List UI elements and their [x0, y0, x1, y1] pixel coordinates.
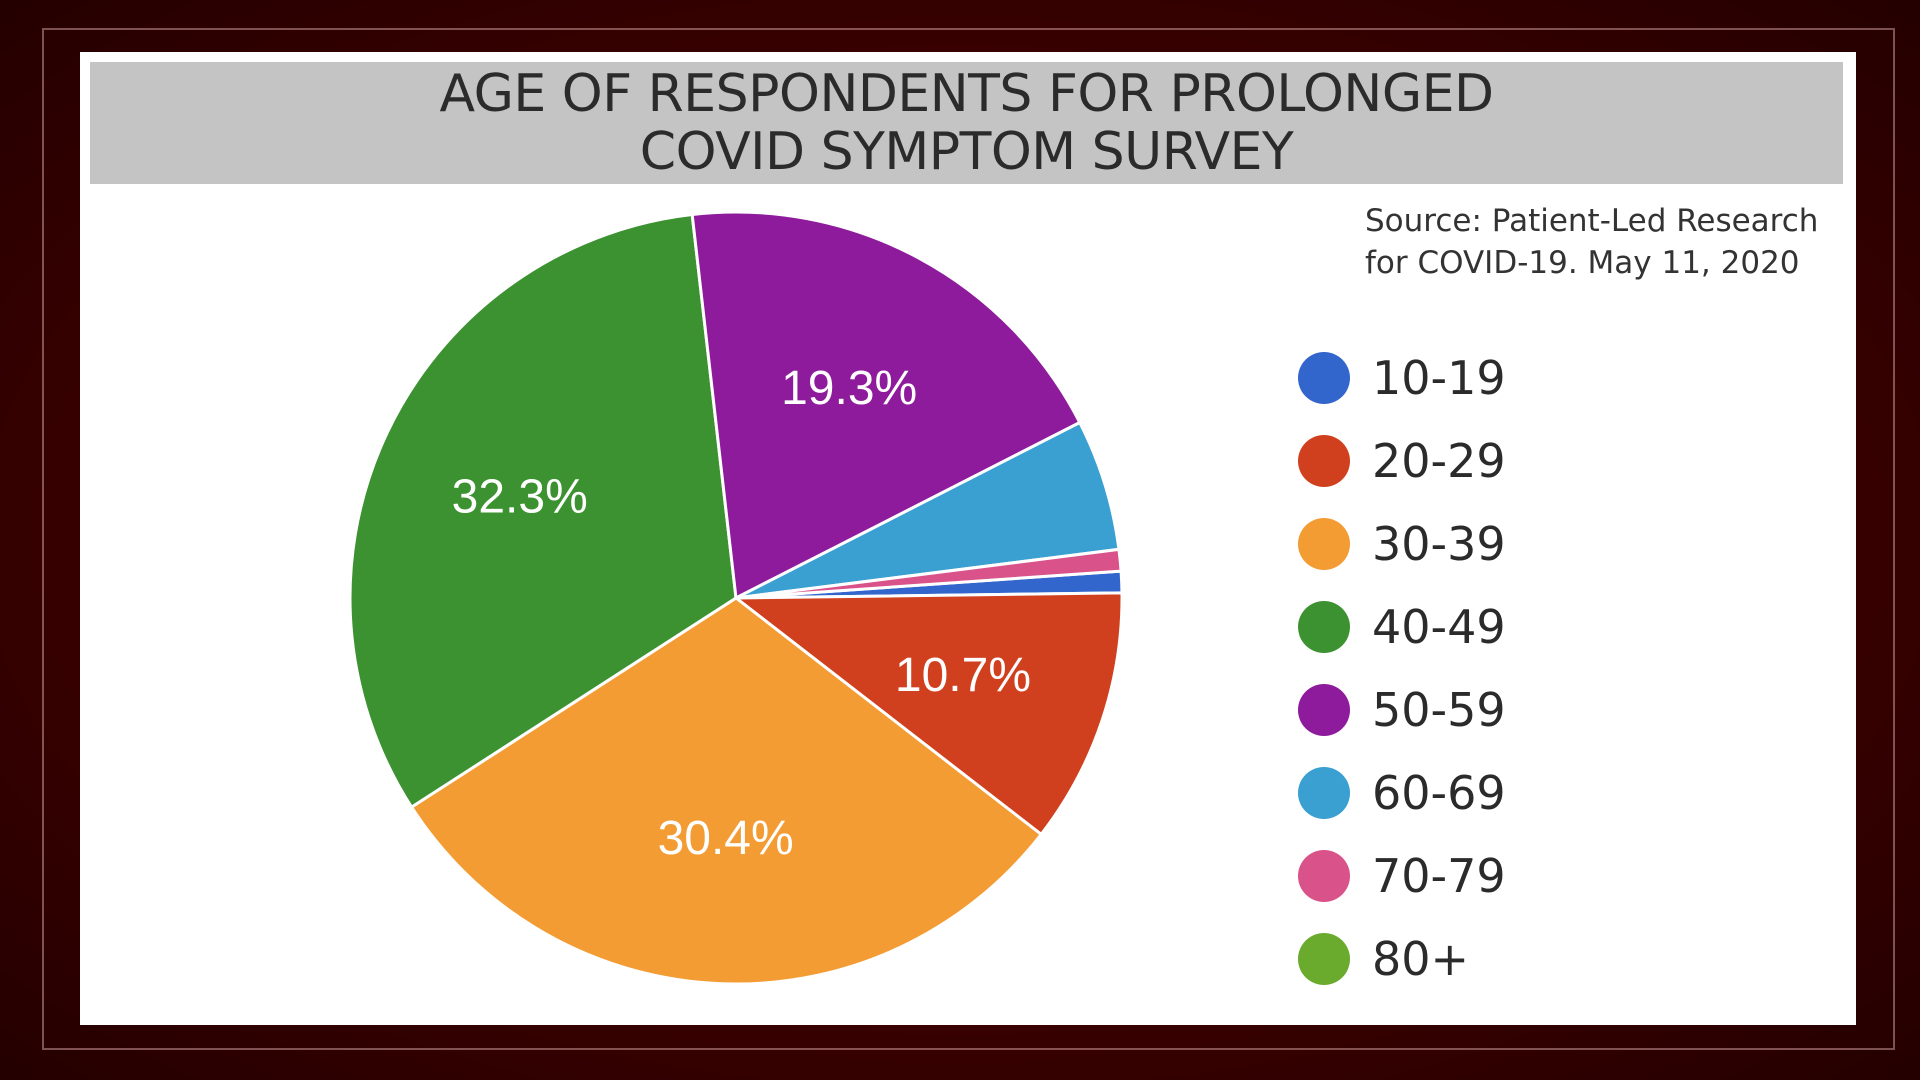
- legend-swatch: [1298, 849, 1350, 902]
- legend-item-30-39: 30-39: [1298, 502, 1506, 585]
- legend-item-20-29: 20-29: [1298, 419, 1506, 502]
- pie-slice-70-79: [735, 547, 1123, 600]
- chart-title-band: AGE OF RESPONDENTS FOR PROLONGED COVID S…: [90, 62, 1843, 184]
- legend-item-40-49: 40-49: [1298, 585, 1506, 668]
- outer-frame: [42, 28, 1895, 1050]
- chart-title-line-1: AGE OF RESPONDENTS FOR PROLONGED: [439, 64, 1494, 124]
- pie-slice-30-39: [409, 596, 1044, 986]
- legend-swatch: [1298, 351, 1350, 404]
- pie-label-30-39: 30.4%: [658, 812, 794, 865]
- pie-slices: [348, 210, 1124, 986]
- source-line-2: for COVID-19. May 11, 2020: [1365, 245, 1800, 281]
- legend-label: 70-79: [1372, 848, 1506, 903]
- legend-swatch: [1298, 683, 1350, 736]
- legend-item-80plus: 80+: [1298, 917, 1506, 1000]
- legend-label: 10-19: [1372, 350, 1506, 405]
- legend-item-60-69: 60-69: [1298, 751, 1506, 834]
- legend-label: 80+: [1372, 931, 1470, 986]
- legend-label: 40-49: [1372, 599, 1506, 654]
- legend-item-50-59: 50-59: [1298, 668, 1506, 751]
- pie-data-labels: 10.7% 30.4% 32.3% 19.3%: [452, 362, 1031, 865]
- legend-label: 30-39: [1372, 516, 1506, 571]
- source-note: Source: Patient-Led Research for COVID-1…: [1365, 200, 1845, 284]
- chart-title-line-2: COVID SYMPTOM SURVEY: [639, 122, 1294, 182]
- pie-slice-50-59: [690, 210, 1082, 601]
- legend-swatch: [1298, 600, 1350, 653]
- pie-slice-60-69: [735, 420, 1121, 600]
- pie-label-40-49: 32.3%: [452, 471, 588, 524]
- legend-item-10-19: 10-19: [1298, 336, 1506, 419]
- legend-swatch: [1298, 517, 1350, 570]
- legend-label: 50-59: [1372, 682, 1506, 737]
- pie-label-20-29: 10.7%: [895, 649, 1031, 702]
- legend-swatch: [1298, 766, 1350, 819]
- pie-label-50-59: 19.3%: [781, 362, 917, 415]
- legend-label: 20-29: [1372, 433, 1506, 488]
- chart-legend: 10-19 20-29 30-39 40-49 50-59 60-69 70-79 80+: [1298, 336, 1506, 1000]
- source-line-1: Source: Patient-Led Research: [1365, 203, 1819, 239]
- pie-slice-20-29: [731, 591, 1124, 837]
- legend-swatch: [1298, 434, 1350, 487]
- pie-slice-40-49: [348, 212, 738, 810]
- legend-item-70-79: 70-79: [1298, 834, 1506, 917]
- legend-swatch: [1298, 932, 1350, 985]
- legend-label: 60-69: [1372, 765, 1506, 820]
